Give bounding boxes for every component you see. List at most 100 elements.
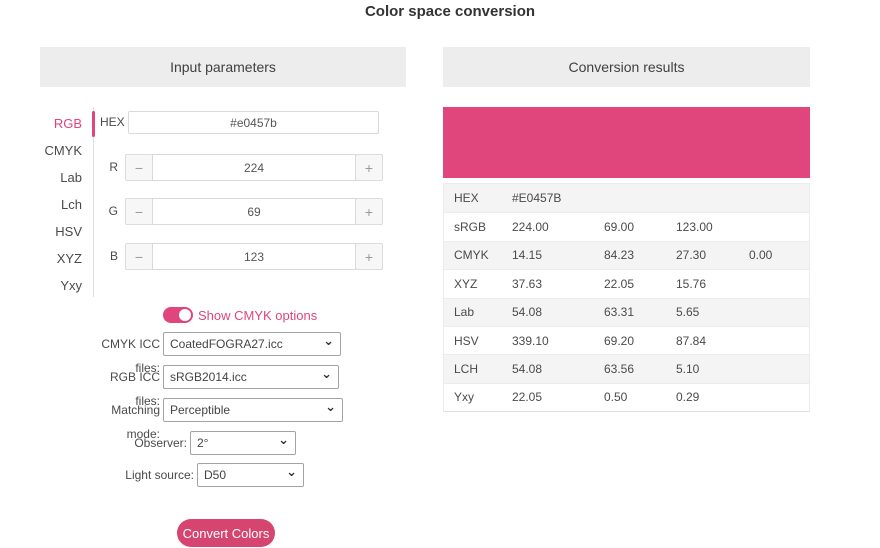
chevron-down-icon: ⌄ [325, 399, 336, 414]
colorspace-tab[interactable]: XYZ [56, 251, 82, 266]
row-value: 54.08 [512, 305, 543, 320]
table-row: Yxy 22.05 0.50 0.29 [444, 382, 809, 412]
table-row: HSV 339.10 69.20 87.84 [444, 325, 809, 355]
results-panel-title: Conversion results [568, 59, 685, 75]
select-label: Light source: [125, 468, 194, 482]
show-cmyk-toggle[interactable] [163, 307, 193, 323]
colorspace-tab[interactable]: RGB [53, 116, 82, 131]
table-row: CMYK 14.15 84.23 27.30 0.00 [444, 240, 809, 270]
color-swatch [443, 107, 810, 178]
stepper-value-field[interactable]: 123 [152, 243, 356, 270]
chevron-down-icon: ⌄ [321, 366, 332, 381]
table-row: sRGB 224.00 69.00 123.00 [444, 212, 809, 241]
row-value: 69.20 [604, 333, 635, 348]
row-label: Lab [454, 305, 475, 320]
dropdown-selected-value: CoatedFOGRA27.icc [170, 337, 283, 351]
row-value: 5.65 [676, 305, 700, 320]
dropdown-selected-value: sRGB2014.icc [170, 370, 247, 384]
table-row: LCH 54.08 63.56 5.10 [444, 354, 809, 383]
colorspace-tab[interactable]: Yxy [60, 278, 82, 293]
select-row: Light source: D50 ⌄ [100, 463, 304, 487]
chevron-down-icon: ⌄ [278, 432, 289, 447]
row-value: 14.15 [512, 248, 543, 263]
row-value: 54.08 [512, 362, 543, 377]
dropdown-select[interactable]: sRGB2014.icc ⌄ [163, 365, 339, 389]
row-label: HSV [454, 333, 479, 348]
decrement-button[interactable]: − [125, 198, 153, 225]
row-label: sRGB [454, 220, 487, 235]
row-label: XYZ [454, 276, 478, 291]
page-title: Color space conversion [364, 3, 536, 20]
results-table: HEX #E0457B sRGB 224.00 69.00 123.00 CMY… [443, 183, 810, 413]
colorspace-tab-list: RGB CMYK Lab Lch HSV XYZ Yxy [40, 110, 82, 299]
row-label: LCH [454, 362, 479, 377]
dropdown-select[interactable]: CoatedFOGRA27.icc ⌄ [163, 332, 341, 356]
active-tab-indicator [92, 111, 95, 137]
stepper-row: G − 69 + [100, 198, 383, 225]
results-panel-header: Conversion results [443, 47, 810, 87]
select-row: RGB ICC files: sRGB2014.icc ⌄ [100, 365, 339, 408]
select-label: RGB ICC files: [109, 370, 160, 408]
chevron-down-icon: ⌄ [323, 333, 334, 348]
dropdown-select[interactable]: Perceptible ⌄ [163, 398, 343, 422]
dropdown-selected-value: Perceptible [170, 403, 231, 417]
table-row: HEX #E0457B [444, 184, 809, 213]
stepper-value-field[interactable]: 224 [152, 154, 356, 181]
row-value: 22.05 [604, 276, 635, 291]
row-value: 339.10 [512, 333, 549, 348]
row-value: 224.00 [512, 220, 549, 235]
hex-label: HEX [100, 115, 125, 129]
stepper-value-field[interactable]: 69 [152, 198, 356, 225]
number-stepper: − 69 + [125, 198, 383, 225]
colorspace-tab[interactable]: Lch [61, 197, 82, 212]
row-value: 22.05 [512, 390, 543, 405]
select-row: Observer: 2° ⌄ [100, 431, 296, 455]
row-value: 5.10 [676, 362, 700, 377]
increment-button[interactable]: + [355, 198, 383, 225]
row-value: 37.63 [512, 276, 543, 291]
dropdown-select[interactable]: 2° ⌄ [190, 431, 296, 455]
row-label: Yxy [454, 390, 475, 405]
stepper-label: G [108, 204, 118, 218]
select-label: CMYK ICC files: [101, 337, 160, 375]
select-label: Observer: [134, 436, 187, 450]
dropdown-select[interactable]: D50 ⌄ [197, 463, 304, 487]
number-stepper: − 123 + [125, 243, 383, 270]
select-row: Matching mode: Perceptible ⌄ [100, 398, 343, 441]
table-row: XYZ 37.63 22.05 15.76 [444, 269, 809, 298]
stepper-label: B [109, 249, 118, 263]
row-value: 87.84 [676, 333, 707, 348]
stepper-label: R [109, 160, 118, 174]
dropdown-selected-value: D50 [204, 468, 227, 482]
row-value: 63.56 [604, 362, 635, 377]
row-value: #E0457B [512, 191, 562, 206]
stepper-row: R − 224 + [100, 154, 383, 181]
input-panel-title: Input parameters [170, 59, 276, 75]
select-label: Matching mode: [111, 403, 160, 441]
increment-button[interactable]: + [355, 154, 383, 181]
table-row: Lab 54.08 63.31 5.65 [444, 297, 809, 326]
number-stepper: − 224 + [125, 154, 383, 181]
input-panel-header: Input parameters [40, 47, 406, 87]
toggle-knob-icon [179, 309, 191, 321]
colorspace-tab[interactable]: CMYK [44, 143, 82, 158]
row-value: 123.00 [676, 220, 713, 235]
decrement-button[interactable]: − [125, 243, 153, 270]
show-cmyk-toggle-label: Show CMYK options [198, 308, 318, 323]
row-value: 63.31 [604, 305, 635, 320]
decrement-button[interactable]: − [125, 154, 153, 181]
hex-input[interactable] [128, 111, 379, 134]
colorspace-tab[interactable]: HSV [55, 224, 82, 239]
row-value: 69.00 [604, 220, 635, 235]
sidebar-divider [93, 107, 94, 297]
select-row: CMYK ICC files: CoatedFOGRA27.icc ⌄ [100, 332, 341, 375]
dropdown-selected-value: 2° [197, 436, 209, 450]
row-value: 0.29 [676, 390, 700, 405]
convert-colors-button[interactable]: Convert Colors [177, 519, 275, 547]
row-value: 0.00 [749, 248, 773, 263]
row-label: CMYK [454, 248, 489, 263]
row-value: 27.30 [676, 248, 707, 263]
colorspace-tab[interactable]: Lab [60, 170, 82, 185]
increment-button[interactable]: + [355, 243, 383, 270]
